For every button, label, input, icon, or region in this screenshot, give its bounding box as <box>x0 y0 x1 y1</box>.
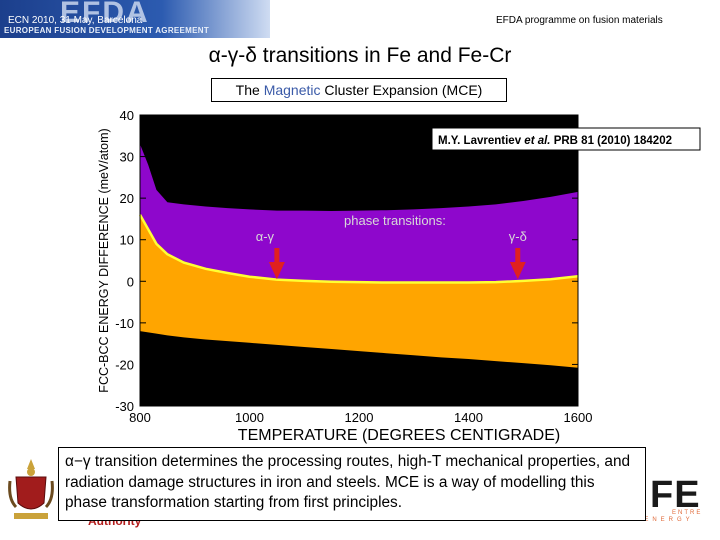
x-tick-label: 1600 <box>564 410 593 425</box>
subtitle-pre: The <box>235 82 264 98</box>
transition-arrow-shaft <box>274 248 280 264</box>
gamma-delta-label: γ-δ <box>509 229 527 244</box>
alpha-gamma-arrow <box>268 262 285 280</box>
ccfe-logo-letters: FE <box>650 474 701 516</box>
energy-curve-line <box>138 214 579 284</box>
subtitle-magnetic: Magnetic <box>263 82 321 98</box>
reference-etal: et al. <box>524 135 550 147</box>
phase-transitions-label: phase transitions: <box>344 213 446 228</box>
slide-title: α-γ-δ transitions in Fe and Fe-Cr <box>208 44 512 67</box>
x-tick-label: 1200 <box>345 410 374 425</box>
conference-label: ECN 2010, 31 May, Barcelona <box>8 15 143 26</box>
y-tick-label: 0 <box>127 274 134 289</box>
y-tick-label: -30 <box>115 399 134 414</box>
alpha-gamma-label: α-γ <box>256 229 275 244</box>
y-tick-label: -10 <box>115 316 134 331</box>
subtitle-post: Cluster Expansion (MCE) <box>320 82 483 98</box>
x-tick-label: 1000 <box>235 410 264 425</box>
reference-journal: PRB 81 (2010) 184202 <box>551 135 672 147</box>
y-tick-label: 20 <box>120 191 134 206</box>
reference-authors: M.Y. Lavrentiev <box>438 135 524 147</box>
purple-band <box>140 144 578 283</box>
reference-text: M.Y. Lavrentiev et al. PRB 81 (2010) 184… <box>438 135 672 147</box>
crest-logo <box>8 459 54 519</box>
efda-logo: EFDA <box>60 0 150 29</box>
efda-banner: EFDA EUROPEAN FUSION DEVELOPMENT AGREEME… <box>0 0 270 38</box>
efda-logo-subtitle: EUROPEAN FUSION DEVELOPMENT AGREEMENT <box>4 26 210 35</box>
slide-subtitle-box: The Magnetic Cluster Expansion (MCE) <box>211 78 507 102</box>
y-tick-label: 10 <box>120 233 134 248</box>
ccfe-logo-centre: ENTRE <box>672 510 703 516</box>
x-tick-label: 1400 <box>454 410 483 425</box>
y-axis-label: FCC-BCC ENERGY DIFFERENCE (meV/atom) <box>97 128 111 392</box>
caption-box: α−γ transition determines the processing… <box>58 447 646 521</box>
y-tick-label: 30 <box>120 150 134 165</box>
gamma-delta-arrow <box>509 262 526 280</box>
programme-label: EFDA programme on fusion materials <box>496 15 663 26</box>
y-tick-label: 40 <box>120 108 134 123</box>
transition-arrow-shaft <box>515 248 521 264</box>
x-tick-label: 800 <box>129 410 151 425</box>
x-axis-label: TEMPERATURE (DEGREES CENTIGRADE) <box>238 427 560 444</box>
orange-band <box>140 214 578 368</box>
y-tick-label: -20 <box>115 357 134 372</box>
reference-box <box>431 127 701 151</box>
